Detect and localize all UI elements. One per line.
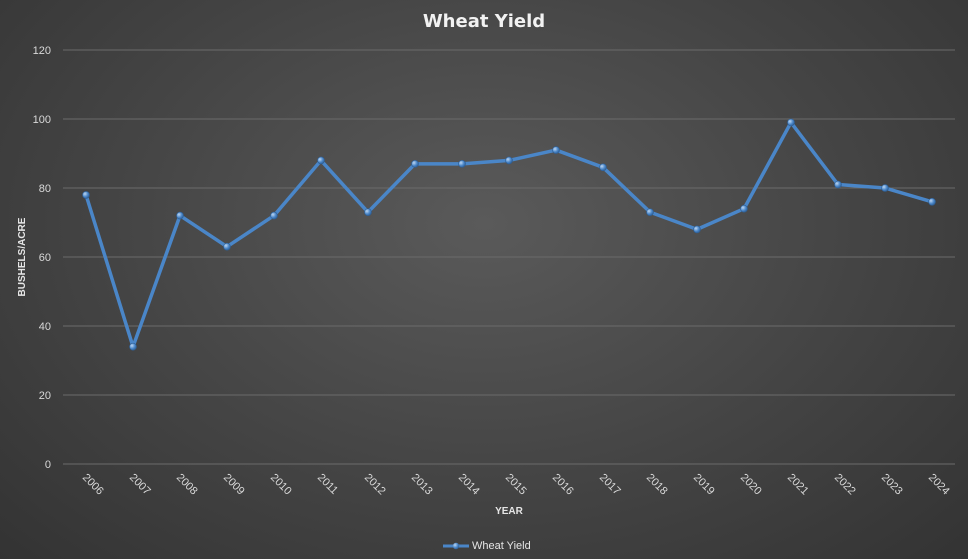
x-tick-label: 2014: [456, 472, 482, 498]
y-tick-label: 100: [33, 114, 51, 126]
x-tick-label: 2016: [550, 472, 576, 498]
y-axis-label: BUSHELS/ACRE: [17, 217, 28, 296]
x-tick-label: 2019: [691, 472, 717, 498]
data-point: [270, 211, 278, 220]
data-point: [599, 163, 607, 172]
data-point: [364, 208, 372, 216]
data-point: [223, 242, 231, 251]
x-tick-label: 2017: [597, 472, 623, 498]
x-tick-label: 2021: [785, 472, 811, 498]
data-point: [693, 225, 701, 234]
data-point: [646, 208, 654, 216]
x-axis-label: YEAR: [495, 506, 524, 517]
legend-label: Wheat Yield: [472, 540, 531, 552]
x-tick-label: 2008: [174, 472, 200, 498]
data-point: [129, 342, 137, 351]
x-tick-label: 2020: [738, 472, 764, 498]
y-tick-label: 0: [45, 459, 51, 471]
y-tick-label: 80: [39, 183, 51, 195]
x-tick-label: 2022: [832, 472, 858, 498]
x-tick-label: 2023: [879, 472, 905, 498]
data-point: [787, 118, 795, 127]
x-tick-label: 2024: [926, 472, 952, 498]
x-tick-label: 2007: [127, 472, 153, 498]
x-tick-label: 2006: [80, 472, 106, 498]
y-tick-label: 120: [33, 45, 51, 57]
data-point: [458, 160, 466, 168]
chart-title: Wheat Yield: [423, 11, 545, 32]
data-point: [552, 146, 560, 154]
data-point: [82, 191, 90, 199]
data-point: [411, 160, 419, 168]
y-axis-ticks: 0 20 40 60 80 100 120: [33, 45, 51, 471]
series-line: [84, 120, 934, 349]
data-point: [881, 184, 889, 192]
x-tick-label: 2018: [644, 472, 670, 498]
data-point: [928, 198, 936, 206]
x-tick-label: 2015: [503, 472, 529, 498]
x-tick-label: 2012: [362, 472, 388, 498]
data-point: [834, 180, 842, 189]
x-axis-ticks: 2006 2007 2008 2009 2010 2011 2012 2013 2014 2015…: [80, 472, 952, 498]
series-wheat-yield: [82, 118, 936, 351]
gridlines: [63, 49, 955, 465]
legend: Wheat Yield: [443, 540, 531, 552]
x-tick-label: 2009: [221, 472, 247, 498]
x-tick-label: 2011: [315, 472, 340, 497]
data-point: [505, 156, 513, 165]
data-point: [740, 204, 748, 213]
y-tick-label: 40: [39, 321, 51, 333]
x-tick-label: 2013: [409, 472, 435, 498]
legend-marker: [452, 542, 460, 550]
data-point: [317, 156, 325, 165]
x-tick-label: 2010: [268, 472, 294, 498]
data-point: [176, 211, 184, 220]
y-tick-label: 60: [39, 252, 51, 264]
y-tick-label: 20: [39, 390, 51, 402]
